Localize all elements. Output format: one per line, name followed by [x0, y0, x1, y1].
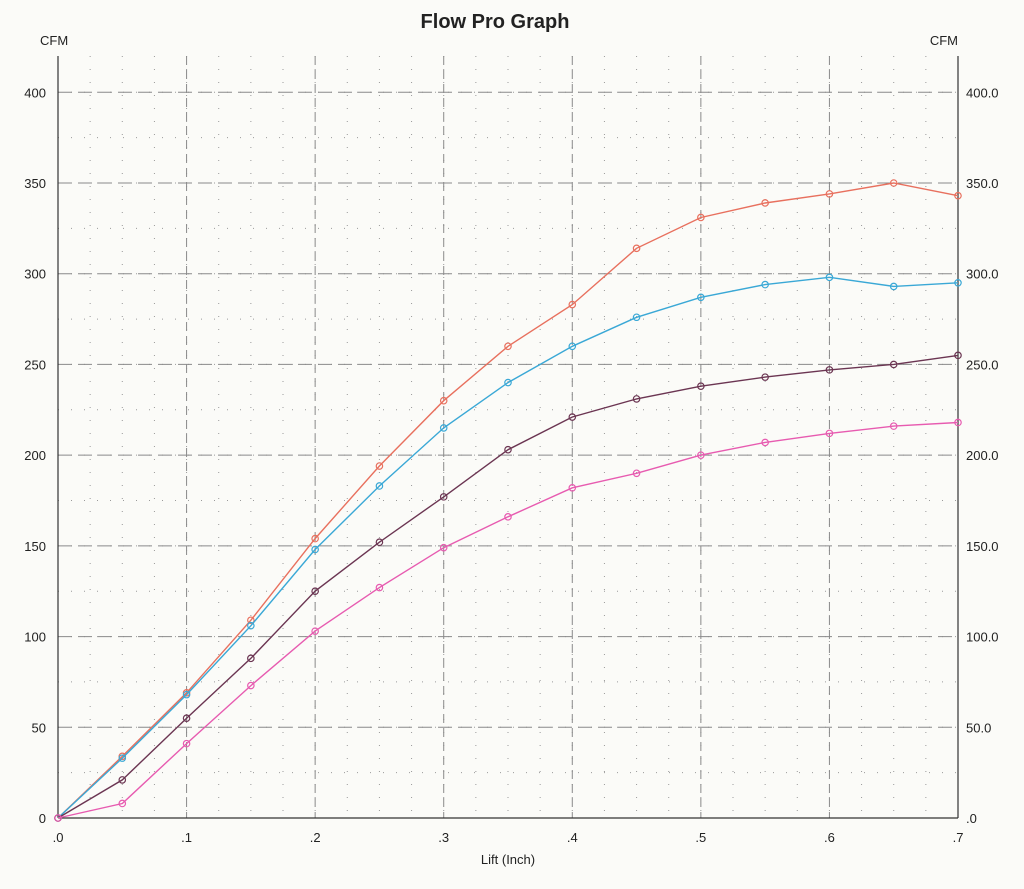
series-3-point	[697, 382, 705, 391]
series-3-point	[954, 351, 962, 360]
series-line-3	[57, 354, 959, 819]
y-tick-label-left: 100	[24, 630, 46, 645]
series-4-point	[375, 583, 384, 592]
series-4-point	[889, 422, 898, 430]
y-tick-label-left: 50	[32, 720, 46, 735]
series-4-point	[697, 451, 705, 459]
series-4-point	[247, 681, 255, 690]
series-3-point	[311, 587, 319, 596]
x-tick-label: .2	[310, 830, 321, 845]
x-axis-label: Lift (Inch)	[481, 852, 535, 867]
axes	[57, 56, 959, 819]
series-1-point	[439, 396, 448, 405]
series-line-2	[57, 276, 959, 819]
series-3-point	[761, 373, 769, 381]
series-4-point	[761, 438, 769, 447]
y-tick-label-left: 150	[24, 539, 46, 554]
series-1-point	[825, 190, 834, 198]
y-tick-label-right: 300.0	[966, 267, 999, 282]
series-2-point	[504, 378, 512, 387]
series-1-point	[632, 244, 641, 253]
series-2-point	[311, 545, 319, 554]
series-1-point	[761, 199, 769, 207]
series-3-point	[439, 493, 448, 501]
series-2-point	[697, 293, 705, 302]
series-1-point	[889, 179, 898, 187]
y-tick-label-left: 400	[24, 85, 46, 100]
y-tick-label-left: 300	[24, 267, 46, 282]
series-2-point	[632, 313, 641, 322]
series-1-point	[247, 616, 255, 625]
series-2-point	[375, 482, 384, 490]
series-2-point	[825, 273, 834, 282]
series-3-point	[889, 360, 898, 369]
series-3-point	[247, 654, 255, 663]
series-3-point	[504, 445, 512, 454]
y-tick-label-right: .0	[966, 811, 977, 826]
series-2-point	[439, 424, 448, 432]
y-axis-label-right: CFM	[930, 33, 958, 48]
x-tick-label: .4	[567, 830, 578, 845]
grid	[57, 56, 959, 819]
y-tick-label-left: 350	[24, 176, 46, 191]
series-lines	[54, 179, 962, 822]
y-tick-label-left: 250	[24, 357, 46, 372]
chart-title: Flow Pro Graph	[421, 11, 570, 33]
series-1-point	[375, 462, 384, 470]
x-tick-label: .5	[695, 830, 706, 845]
series-3-point	[375, 538, 384, 547]
y-tick-label-right: 50.0	[966, 720, 991, 735]
y-tick-label-right: 150.0	[966, 539, 999, 554]
series-line-1	[57, 182, 959, 819]
x-tick-label: .1	[181, 830, 192, 845]
series-3-point	[182, 714, 191, 723]
series-2-point	[182, 690, 191, 699]
series-3-point	[568, 413, 577, 421]
series-4-point	[632, 469, 641, 478]
series-4-point	[954, 418, 962, 427]
series-2-point	[761, 280, 769, 289]
y-tick-label-right: 250.0	[966, 357, 999, 372]
series-2-point	[954, 278, 962, 287]
series-4-point	[439, 543, 448, 552]
series-1-point	[504, 342, 512, 351]
series-4-point	[568, 483, 577, 492]
series-4-point	[182, 739, 191, 748]
series-line-4	[57, 421, 959, 819]
series-4-point	[54, 814, 62, 822]
y-tick-label-right: 350.0	[966, 176, 999, 191]
series-3-point	[825, 366, 834, 374]
series-2-point	[889, 282, 898, 291]
y-tick-label-right: 100.0	[966, 630, 999, 645]
series-1-point	[954, 191, 962, 200]
series-2-point	[568, 342, 577, 351]
x-tick-label: .6	[824, 830, 835, 845]
y-tick-label-right: 400.0	[966, 85, 999, 100]
series-2-point	[118, 754, 127, 762]
y-tick-label-right: 200.0	[966, 448, 999, 463]
series-4-point	[118, 799, 127, 808]
series-1-point	[311, 534, 319, 543]
y-axis-label-left: CFM	[40, 33, 68, 48]
series-4-point	[825, 429, 834, 438]
y-tick-label-left: 0	[39, 811, 46, 826]
series-1-point	[568, 300, 577, 309]
y-tick-label-left: 200	[24, 448, 46, 463]
series-2-point	[247, 621, 255, 630]
series-3-point	[632, 395, 641, 403]
series-1-point	[697, 213, 705, 222]
tick-labels: .0 .1 .2 .3 .4 .5 .6 .7 0 .0 50 50.0 100 100.0 150 150.…	[24, 85, 998, 845]
x-tick-label: .7	[953, 830, 964, 845]
series-4-point	[311, 627, 319, 635]
x-tick-label: .0	[53, 830, 64, 845]
series-3-point	[118, 776, 127, 784]
x-tick-label: .3	[438, 830, 449, 845]
series-4-point	[504, 513, 512, 521]
